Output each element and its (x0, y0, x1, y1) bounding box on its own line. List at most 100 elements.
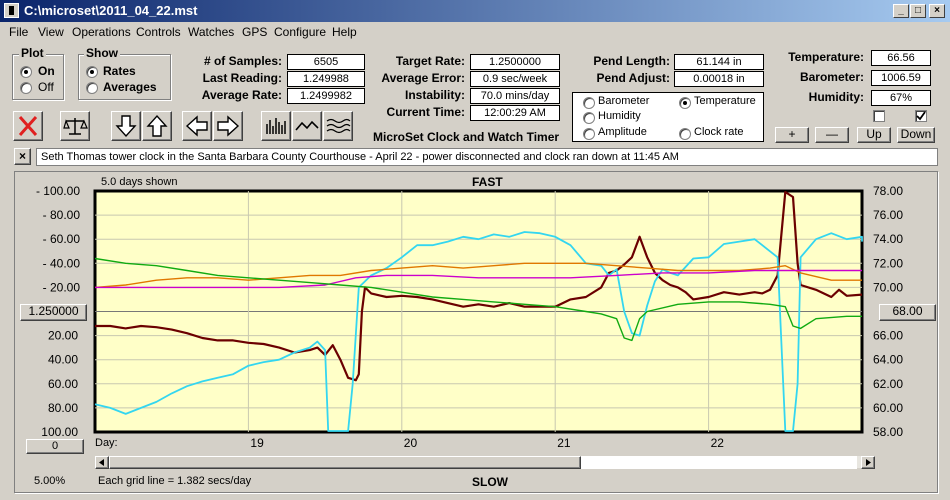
close-button[interactable]: × (929, 4, 945, 18)
humidity-label: Humidity: (808, 90, 864, 104)
x-axis-tick: 21 (557, 436, 571, 450)
left-axis-tick: 40.00 (48, 353, 78, 367)
average-rate-label: Average Rate: (201, 88, 282, 102)
average-error-value: 0.9 sec/week (470, 71, 560, 87)
scroll-right-button[interactable] (861, 456, 875, 469)
arrow-up-icon (146, 114, 168, 137)
aux-clockrate-label: Clock rate (694, 126, 744, 138)
grid-scale-label: Each grid line = 1.382 secs/day (98, 475, 252, 487)
pend-length-value: 61.144 in (674, 54, 764, 70)
app-title-label: MicroSet Clock and Watch Timer (373, 130, 560, 144)
aux-clockrate-radio[interactable] (679, 128, 691, 140)
right-arrow-button[interactable] (213, 111, 243, 141)
triangle-right-icon (866, 459, 871, 466)
target-rate-value[interactable]: 1.2500000 (470, 54, 560, 70)
aux-series-box (572, 92, 764, 142)
balance-icon (63, 118, 88, 135)
left-axis-tick: 100.00 (41, 425, 78, 439)
series-barometer (94, 262, 862, 289)
menu-view[interactable]: View (38, 25, 64, 39)
right-center-value-button[interactable]: 68.00 (879, 304, 936, 321)
left-axis-tick: - 20.00 (43, 280, 81, 294)
aux-amplitude-radio[interactable] (583, 128, 595, 140)
show-group-label: Show (84, 46, 120, 60)
left-axis-tick: - 80.00 (43, 208, 81, 222)
wave-button[interactable] (323, 111, 353, 141)
arrow-down-icon (115, 115, 137, 138)
line-graph-button[interactable] (292, 111, 322, 141)
last-reading-value: 1.249988 (287, 71, 365, 87)
right-axis-tick: 64.00 (873, 353, 903, 367)
show-group (78, 54, 171, 100)
menu-controls[interactable]: Controls (136, 25, 181, 39)
pend-adjust-label: Pend Adjust: (596, 71, 670, 85)
right-axis-tick: 78.00 (873, 184, 903, 198)
title-bar: C:\microset\2011_04_22.mst _ □ × (0, 0, 950, 22)
instability-value: 70.0 mins/day (470, 88, 560, 104)
maximize-button[interactable]: □ (910, 4, 926, 18)
temperature-value: 66.56 (871, 50, 931, 66)
horizontal-scrollbar[interactable] (94, 455, 876, 469)
left-center-value-button[interactable]: 1.250000 (20, 304, 87, 321)
aux-humidity-radio[interactable] (583, 112, 595, 124)
menu-operations[interactable]: Operations (72, 25, 131, 39)
up-arrow-button[interactable] (142, 111, 172, 141)
scroll-left-button[interactable] (95, 456, 109, 469)
instability-label: Instability: (404, 88, 465, 102)
average-error-label: Average Error: (381, 71, 465, 85)
average-rate-value: 1.2499982 (287, 88, 365, 104)
aux-plus-button[interactable]: + (775, 127, 809, 143)
fast-label: FAST (472, 175, 503, 189)
aux-barometer-radio[interactable] (583, 97, 595, 109)
left-axis-tick: - 40.00 (43, 256, 81, 270)
aux-down-button[interactable]: Down (897, 127, 935, 143)
environment-checkbox-1[interactable] (873, 110, 885, 122)
show-rates-radio[interactable] (86, 66, 98, 78)
plot-on-radio[interactable] (20, 66, 32, 78)
barometer-label: Barometer: (799, 70, 864, 84)
balance-button[interactable] (60, 111, 90, 141)
scroll-track[interactable] (581, 456, 857, 469)
aux-up-button[interactable]: Up (857, 127, 891, 143)
series-clock-rate (95, 190, 863, 382)
left-arrow-button[interactable] (182, 111, 212, 141)
right-axis-tick: 66.00 (873, 329, 903, 343)
aux-minus-button[interactable]: — (815, 127, 849, 143)
current-time-label: Current Time: (386, 105, 465, 119)
menu-gps[interactable]: GPS (242, 25, 268, 39)
menu-configure[interactable]: Configure (274, 25, 327, 39)
current-time-value: 12:00:29 AM (470, 105, 560, 121)
wave-icon (326, 118, 351, 134)
aux-temperature-radio[interactable] (679, 97, 691, 109)
minimize-button[interactable]: _ (893, 4, 909, 18)
arrow-left-icon (185, 115, 208, 137)
right-axis-tick: 76.00 (873, 208, 903, 222)
check-icon (916, 111, 926, 121)
menu-watches[interactable]: Watches (188, 25, 235, 39)
right-axis-tick: 60.00 (873, 401, 903, 415)
series-amplitude (94, 231, 863, 432)
x-axis-tick: 19 (250, 436, 264, 450)
environment-checkbox-2[interactable] (915, 110, 927, 122)
humidity-value: 67% (871, 90, 931, 106)
left-axis-tick: 20.00 (48, 329, 78, 343)
aux-barometer-label: Barometer (598, 95, 650, 107)
down-arrow-button[interactable] (111, 111, 141, 141)
right-axis-tick: 72.00 (873, 256, 903, 270)
x-axis-tick: 22 (711, 436, 725, 450)
left-axis-tick: 60.00 (48, 377, 78, 391)
menu-file[interactable]: File (9, 25, 29, 39)
menu-help[interactable]: Help (332, 25, 357, 39)
left-zero-button[interactable]: 0 (26, 439, 84, 454)
days-shown-label: 5.0 days shown (101, 176, 178, 188)
show-averages-radio[interactable] (86, 82, 98, 94)
scroll-thumb[interactable] (109, 456, 581, 469)
stop-button[interactable] (13, 111, 43, 141)
histogram-button[interactable] (261, 111, 291, 141)
left-axis-tick: 80.00 (48, 401, 78, 415)
line-graph-icon (295, 120, 319, 131)
note-field[interactable]: Seth Thomas tower clock in the Santa Bar… (36, 148, 938, 166)
plot-off-radio[interactable] (20, 82, 32, 94)
note-close-button[interactable]: × (14, 148, 31, 165)
